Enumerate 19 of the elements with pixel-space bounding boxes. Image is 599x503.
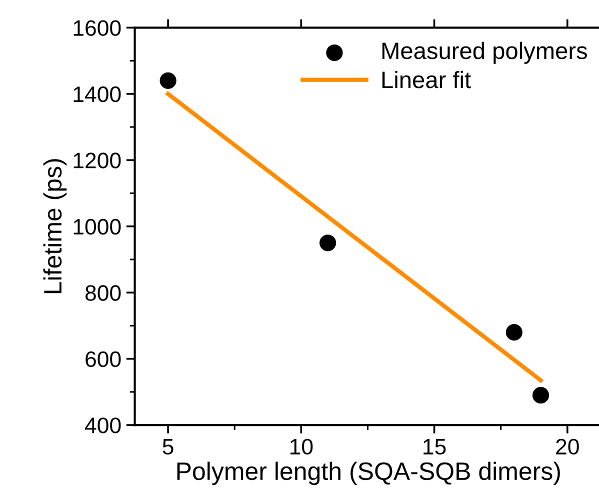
y-tick-label: 1000	[74, 218, 121, 235]
x-tick-label: 15	[424, 439, 446, 455]
y-tick-label: 1600	[74, 20, 121, 36]
y-tick-label: 1400	[74, 86, 121, 102]
x-tick-label: 10	[290, 438, 313, 455]
point	[160, 72, 176, 89]
legend-label: Measured polymers	[382, 42, 587, 64]
y-tick-label: 1200	[74, 152, 121, 168]
y-axis-title: Lifetime (ps)	[43, 159, 67, 294]
x-axis-title: Polymer length (SQA-SQB dimers)	[177, 462, 560, 486]
y-tick-label: 400	[85, 418, 121, 434]
point	[506, 324, 522, 341]
point	[532, 386, 550, 404]
x-tick-label: 20	[556, 438, 579, 455]
y-tick-label: 600	[86, 351, 121, 368]
legend-label: Linear fit	[382, 70, 471, 88]
point	[319, 234, 336, 252]
y-tick-label: 800	[85, 285, 121, 301]
x-tick-label: 5	[162, 439, 174, 455]
